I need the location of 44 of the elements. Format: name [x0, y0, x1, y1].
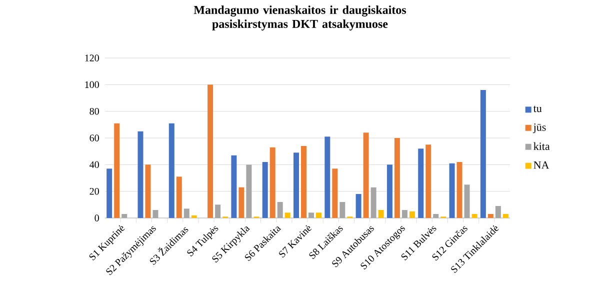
- bar: [456, 162, 462, 218]
- bar: [356, 194, 362, 218]
- bar: [363, 132, 369, 218]
- bar: [332, 168, 338, 218]
- y-tick-label: 40: [90, 161, 99, 168]
- bar: [426, 144, 432, 218]
- bar: [449, 163, 455, 218]
- bar: [418, 148, 424, 218]
- bar: [301, 146, 306, 218]
- bar: [176, 176, 182, 218]
- legend-label: jūs: [533, 124, 546, 134]
- y-tick-label: 100: [85, 81, 99, 88]
- bar: [106, 168, 112, 218]
- bar: [409, 211, 415, 218]
- legend-label: kita: [534, 142, 550, 150]
- legend-label: tu: [533, 106, 542, 112]
- y-tick-label: 120: [85, 54, 99, 62]
- bar: [294, 152, 299, 218]
- bar: [386, 164, 392, 218]
- bar: [191, 215, 197, 218]
- bar: [145, 164, 151, 218]
- bar: [488, 214, 494, 218]
- bar: [480, 90, 486, 218]
- bar: [114, 123, 120, 218]
- bar: [324, 136, 330, 218]
- bar: [208, 84, 214, 218]
- bar: [284, 212, 290, 218]
- bar: [231, 155, 237, 218]
- y-tick-label: 20: [90, 188, 99, 195]
- y-tick-label: 80: [90, 108, 99, 115]
- bar: [138, 131, 144, 218]
- bar: [168, 123, 174, 218]
- bar: [270, 147, 276, 218]
- y-tick-label: 60: [90, 134, 99, 142]
- chart-title: Mandagumo vienaskaitos ir daugiskaitos pasiskirstymas DKT atsakymuose: [194, 6, 406, 30]
- bar: [472, 214, 478, 218]
- bar: [316, 212, 322, 218]
- bar: [262, 162, 268, 218]
- bar: [394, 138, 400, 218]
- bar: [378, 210, 384, 218]
- bar: [238, 187, 244, 218]
- bar: [502, 214, 508, 218]
- legend-label: NA: [534, 161, 550, 169]
- y-tick-label: 0: [94, 214, 99, 222]
